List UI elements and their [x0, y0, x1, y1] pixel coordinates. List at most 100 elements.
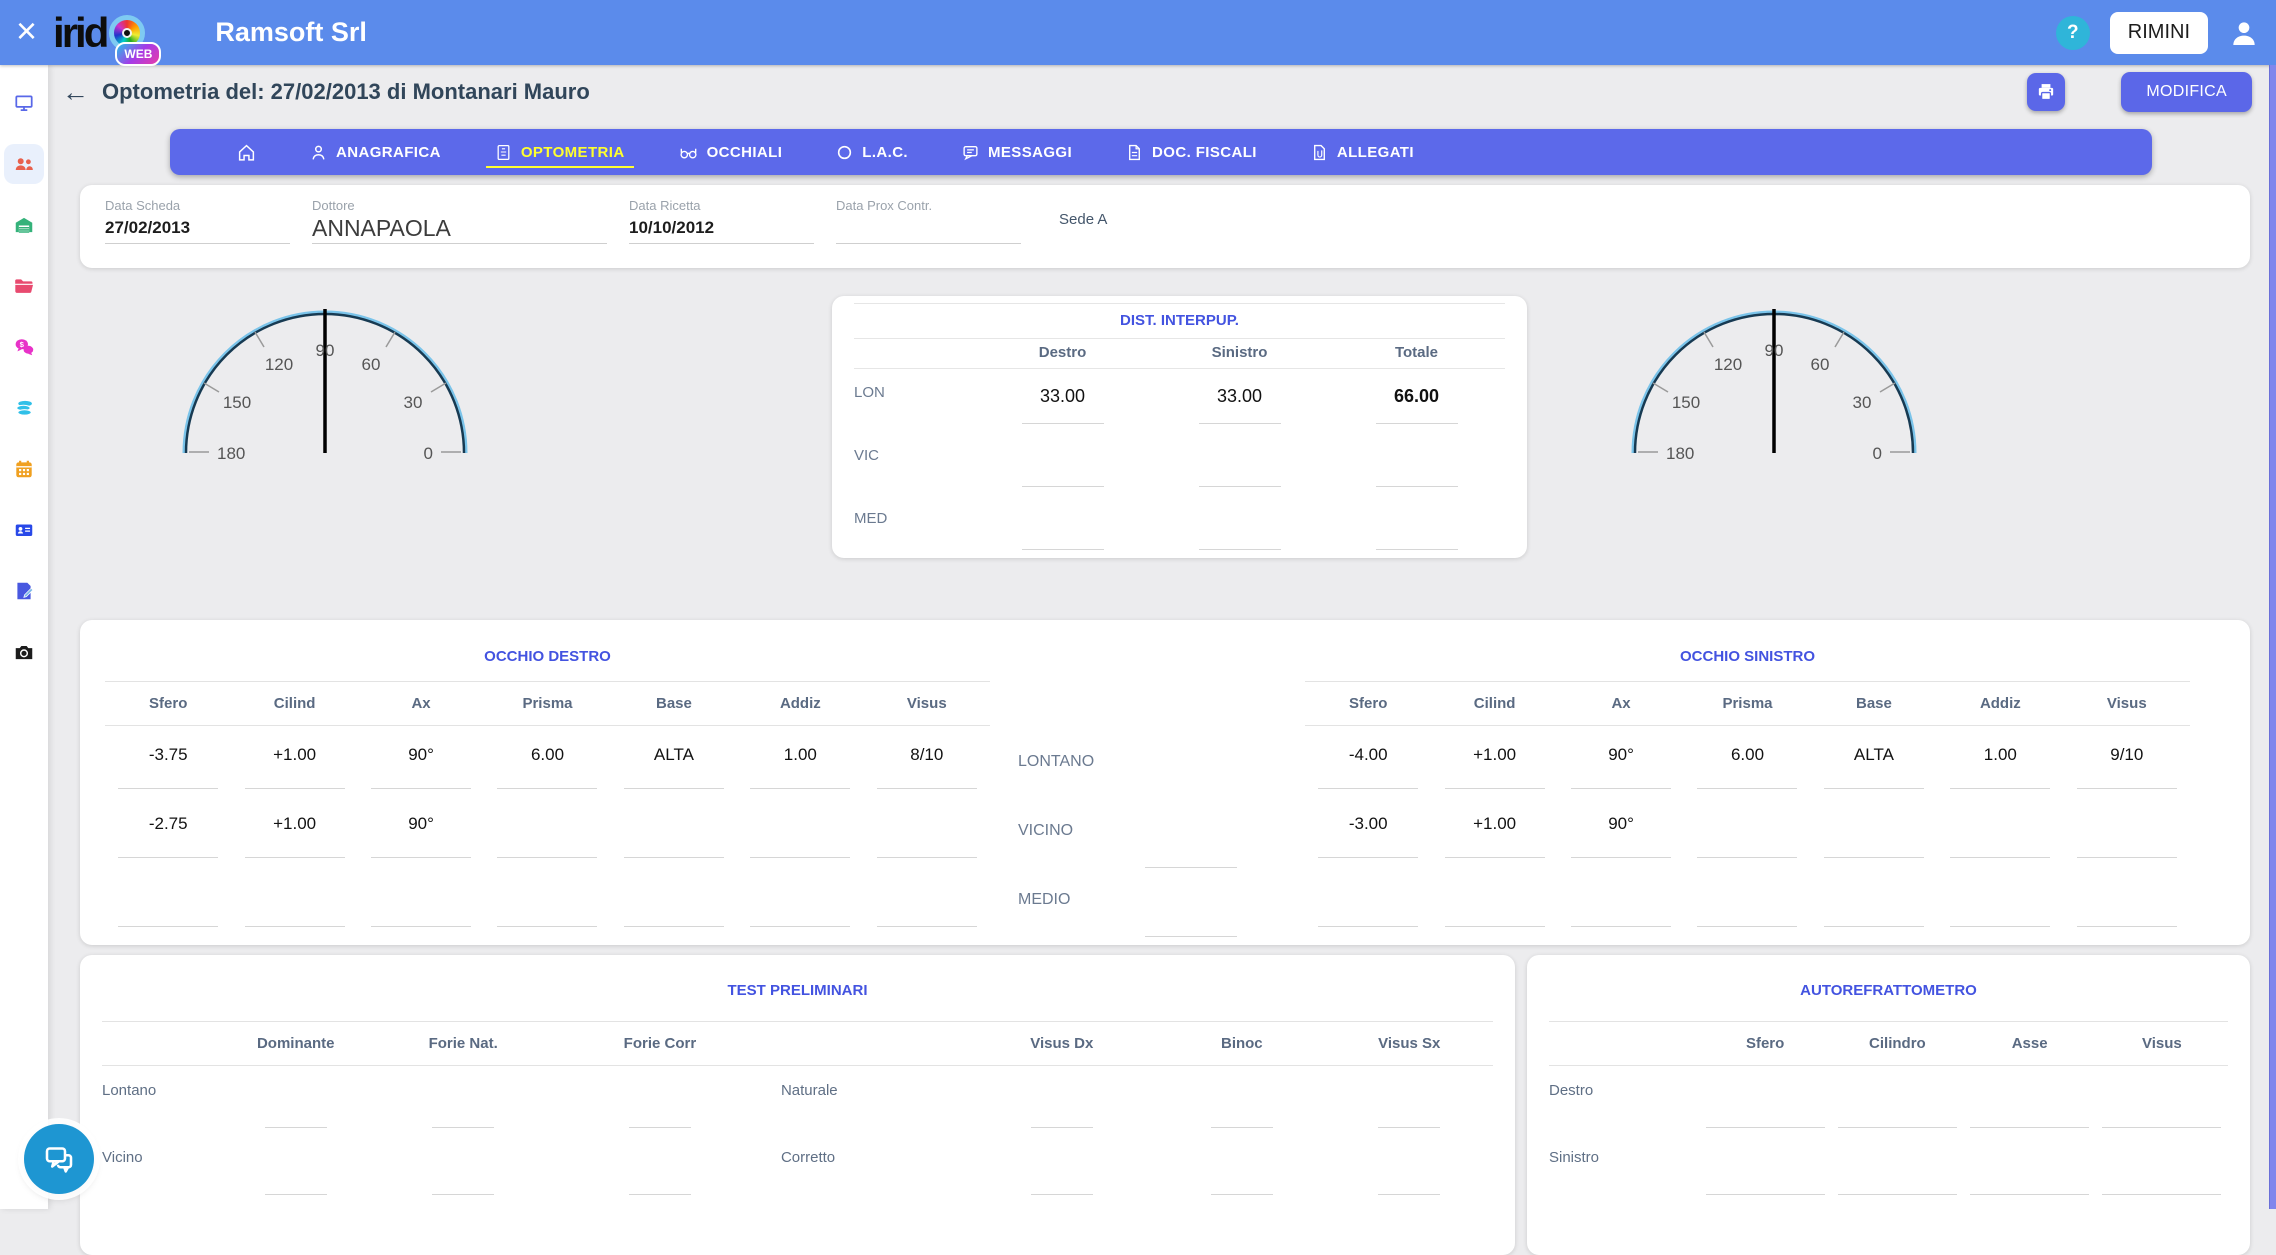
os-lontano-base-input[interactable]: ALTA — [1853, 745, 1894, 764]
field-underline — [1444, 857, 1545, 858]
data-prox-contr-input[interactable] — [836, 213, 1021, 244]
corretto-visus-sx-input[interactable] — [1378, 1194, 1441, 1195]
vicino-center-input[interactable] — [1145, 867, 1237, 868]
brand-text: irid — [53, 8, 109, 56]
lon-totale-input[interactable]: 66.00 — [1393, 386, 1440, 406]
field-label: Dottore — [312, 198, 355, 213]
sidebar-item-notes[interactable] — [4, 571, 44, 611]
lontano-dominante-input[interactable] — [264, 1127, 327, 1128]
od-lontano-prisma-input[interactable]: 6.00 — [530, 745, 565, 764]
destro-cilindro-input[interactable] — [1837, 1127, 1957, 1128]
os-lontano-ax-input[interactable]: 90° — [1608, 745, 1634, 764]
col-base: Base — [1855, 695, 1892, 712]
sinistro-visus-input[interactable] — [2102, 1194, 2222, 1195]
lon-destro-input[interactable]: 33.00 — [1039, 386, 1086, 406]
location-button[interactable]: RIMINI — [2109, 11, 2208, 54]
axis-gauge-right-eye[interactable]: 90 120 60 150 30 180 0 — [175, 303, 475, 465]
field-underline — [2076, 788, 2177, 789]
field-data-prox-contr: Data Prox Contr. — [836, 198, 1021, 244]
od-lontano-cilind-input[interactable]: +1.00 — [273, 745, 317, 764]
od-lontano-ax-input[interactable]: 90° — [408, 745, 434, 764]
tab-optometria[interactable]: OPTOMETRIA — [468, 129, 652, 175]
tab-occhiali[interactable]: OCCHIALI — [652, 129, 810, 175]
sidebar-item-camera[interactable] — [4, 632, 44, 672]
vicino-forie-corr-input[interactable] — [628, 1194, 691, 1195]
field-underline — [1318, 788, 1419, 789]
destro-asse-input[interactable] — [1970, 1127, 2090, 1128]
tab-messaggi[interactable]: MESSAGGI — [935, 129, 1099, 175]
field-underline — [750, 857, 851, 858]
sidebar-item-patients[interactable] — [4, 144, 44, 184]
sidebar-item-calendar[interactable] — [4, 449, 44, 489]
os-lontano-addiz-input[interactable]: 1.00 — [1983, 745, 2017, 764]
od-vicino-ax-input[interactable]: 90° — [408, 814, 434, 833]
help-button[interactable]: ? — [2055, 15, 2090, 50]
axis-gauge-left-eye[interactable]: 90 120 60 150 30 180 0 — [1624, 303, 1924, 465]
data-scheda-input[interactable]: 27/02/2013 — [105, 213, 290, 244]
modifica-button[interactable]: MODIFICA — [2121, 72, 2252, 112]
gauge-tick-180: 180 — [1666, 444, 1694, 463]
os-lontano-prisma-input[interactable]: 6.00 — [1730, 745, 1765, 764]
naturale-visus-dx-input[interactable] — [1030, 1127, 1093, 1128]
vicino-forie-nat-input[interactable] — [432, 1194, 495, 1195]
tab-lac[interactable]: L.A.C. — [809, 129, 935, 175]
lontano-forie-corr-input[interactable] — [628, 1127, 691, 1128]
os-lontano-cilind-input[interactable]: +1.00 — [1473, 745, 1517, 764]
field-underline — [1950, 926, 2051, 927]
tab-anagrafica[interactable]: ANAGRAFICA — [283, 129, 468, 175]
back-button[interactable]: ← — [62, 76, 89, 107]
corretto-binoc-input[interactable] — [1210, 1194, 1273, 1195]
sinistro-asse-input[interactable] — [1970, 1194, 2090, 1195]
naturale-visus-sx-input[interactable] — [1378, 1127, 1441, 1128]
tab-doc-fiscali[interactable]: DOC. FISCALI — [1099, 129, 1284, 175]
close-icon[interactable]: × — [16, 9, 38, 51]
od-lontano-sfero-input[interactable]: -3.75 — [148, 745, 188, 764]
lontano-forie-nat-input[interactable] — [432, 1127, 495, 1128]
medio-center-input[interactable] — [1145, 936, 1237, 937]
field-data-ricetta: Data Ricetta 10/10/2012 — [629, 198, 814, 244]
scrollbar[interactable] — [2269, 65, 2276, 1209]
destro-sfero-input[interactable] — [1705, 1127, 1825, 1128]
test-preliminari-card: TEST PRELIMINARI Dominante Forie Nat. Fo… — [80, 955, 1515, 1255]
lon-sinistro-input[interactable]: 33.00 — [1216, 386, 1263, 406]
os-lontano-sfero-input[interactable]: -4.00 — [1348, 745, 1388, 764]
od-lontano-base-input[interactable]: ALTA — [653, 745, 694, 764]
data-ricetta-input[interactable]: 10/10/2012 — [629, 213, 814, 244]
os-lontano-visus-input[interactable]: 9/10 — [2110, 745, 2144, 764]
sinistro-cilindro-input[interactable] — [1837, 1194, 1957, 1195]
sede-label: Sede A — [1059, 211, 1108, 228]
user-icon[interactable] — [2228, 17, 2260, 49]
os-vicino-ax-input[interactable]: 90° — [1608, 814, 1634, 833]
destro-visus-input[interactable] — [2102, 1127, 2222, 1128]
dottore-input[interactable]: ANNAPAOLA — [312, 213, 607, 244]
sidebar-item-folders[interactable] — [4, 266, 44, 306]
sinistro-sfero-input[interactable] — [1705, 1194, 1825, 1195]
chat-button[interactable] — [24, 1124, 94, 1194]
field-data-scheda: Data Scheda 27/02/2013 — [105, 198, 290, 244]
sidebar-item-warehouse[interactable] — [4, 205, 44, 245]
os-vicino-cilind-input[interactable]: +1.00 — [1473, 814, 1517, 833]
tab-allegati[interactable]: ALLEGATI — [1284, 129, 1441, 175]
tab-home[interactable] — [210, 129, 283, 175]
corretto-visus-dx-input[interactable] — [1030, 1194, 1093, 1195]
sidebar-item-idcard[interactable] — [4, 510, 44, 550]
os-vicino-sfero-input[interactable]: -3.00 — [1348, 814, 1388, 833]
sidebar-item-payments[interactable]: $ — [4, 327, 44, 367]
print-button[interactable] — [2027, 73, 2066, 111]
field-underline — [1198, 486, 1281, 487]
col-totale: Totale — [1394, 344, 1439, 361]
od-vicino-sfero-input[interactable]: -2.75 — [148, 814, 188, 833]
od-lontano-visus-input[interactable]: 8/10 — [910, 745, 944, 764]
od-lontano-addiz-input[interactable]: 1.00 — [783, 745, 817, 764]
svg-text:$: $ — [20, 340, 25, 349]
od-vicino-cilind-input[interactable]: +1.00 — [273, 814, 317, 833]
autorefrattometro-card: AUTOREFRATTOMETRO Sfero Cilindro Asse Vi… — [1527, 955, 2250, 1255]
distance-row-medio: MEDIO — [990, 875, 1305, 944]
naturale-binoc-input[interactable] — [1210, 1127, 1273, 1128]
field-label: Data Scheda — [105, 198, 181, 213]
vicino-dominante-input[interactable] — [264, 1194, 327, 1195]
sidebar-item-cash[interactable] — [4, 388, 44, 428]
sidebar-item-desktop[interactable] — [4, 83, 44, 123]
test-row-lontano: Lontano Naturale — [102, 1066, 1493, 1133]
gauge-tick-30: 30 — [404, 393, 423, 412]
